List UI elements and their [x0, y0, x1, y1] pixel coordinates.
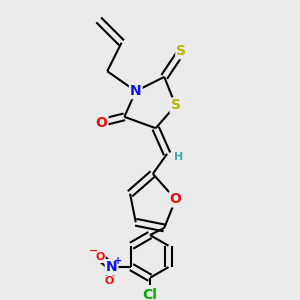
Text: O: O — [104, 276, 113, 286]
Text: N: N — [106, 260, 117, 274]
Text: O: O — [170, 192, 182, 206]
Text: O: O — [96, 116, 107, 130]
Text: Cl: Cl — [142, 288, 158, 300]
Text: S: S — [176, 44, 186, 58]
Text: −: − — [89, 246, 99, 256]
Text: +: + — [114, 256, 122, 266]
Text: N: N — [130, 84, 142, 98]
Text: H: H — [174, 152, 183, 162]
Text: O: O — [95, 252, 105, 262]
Text: S: S — [171, 98, 181, 112]
